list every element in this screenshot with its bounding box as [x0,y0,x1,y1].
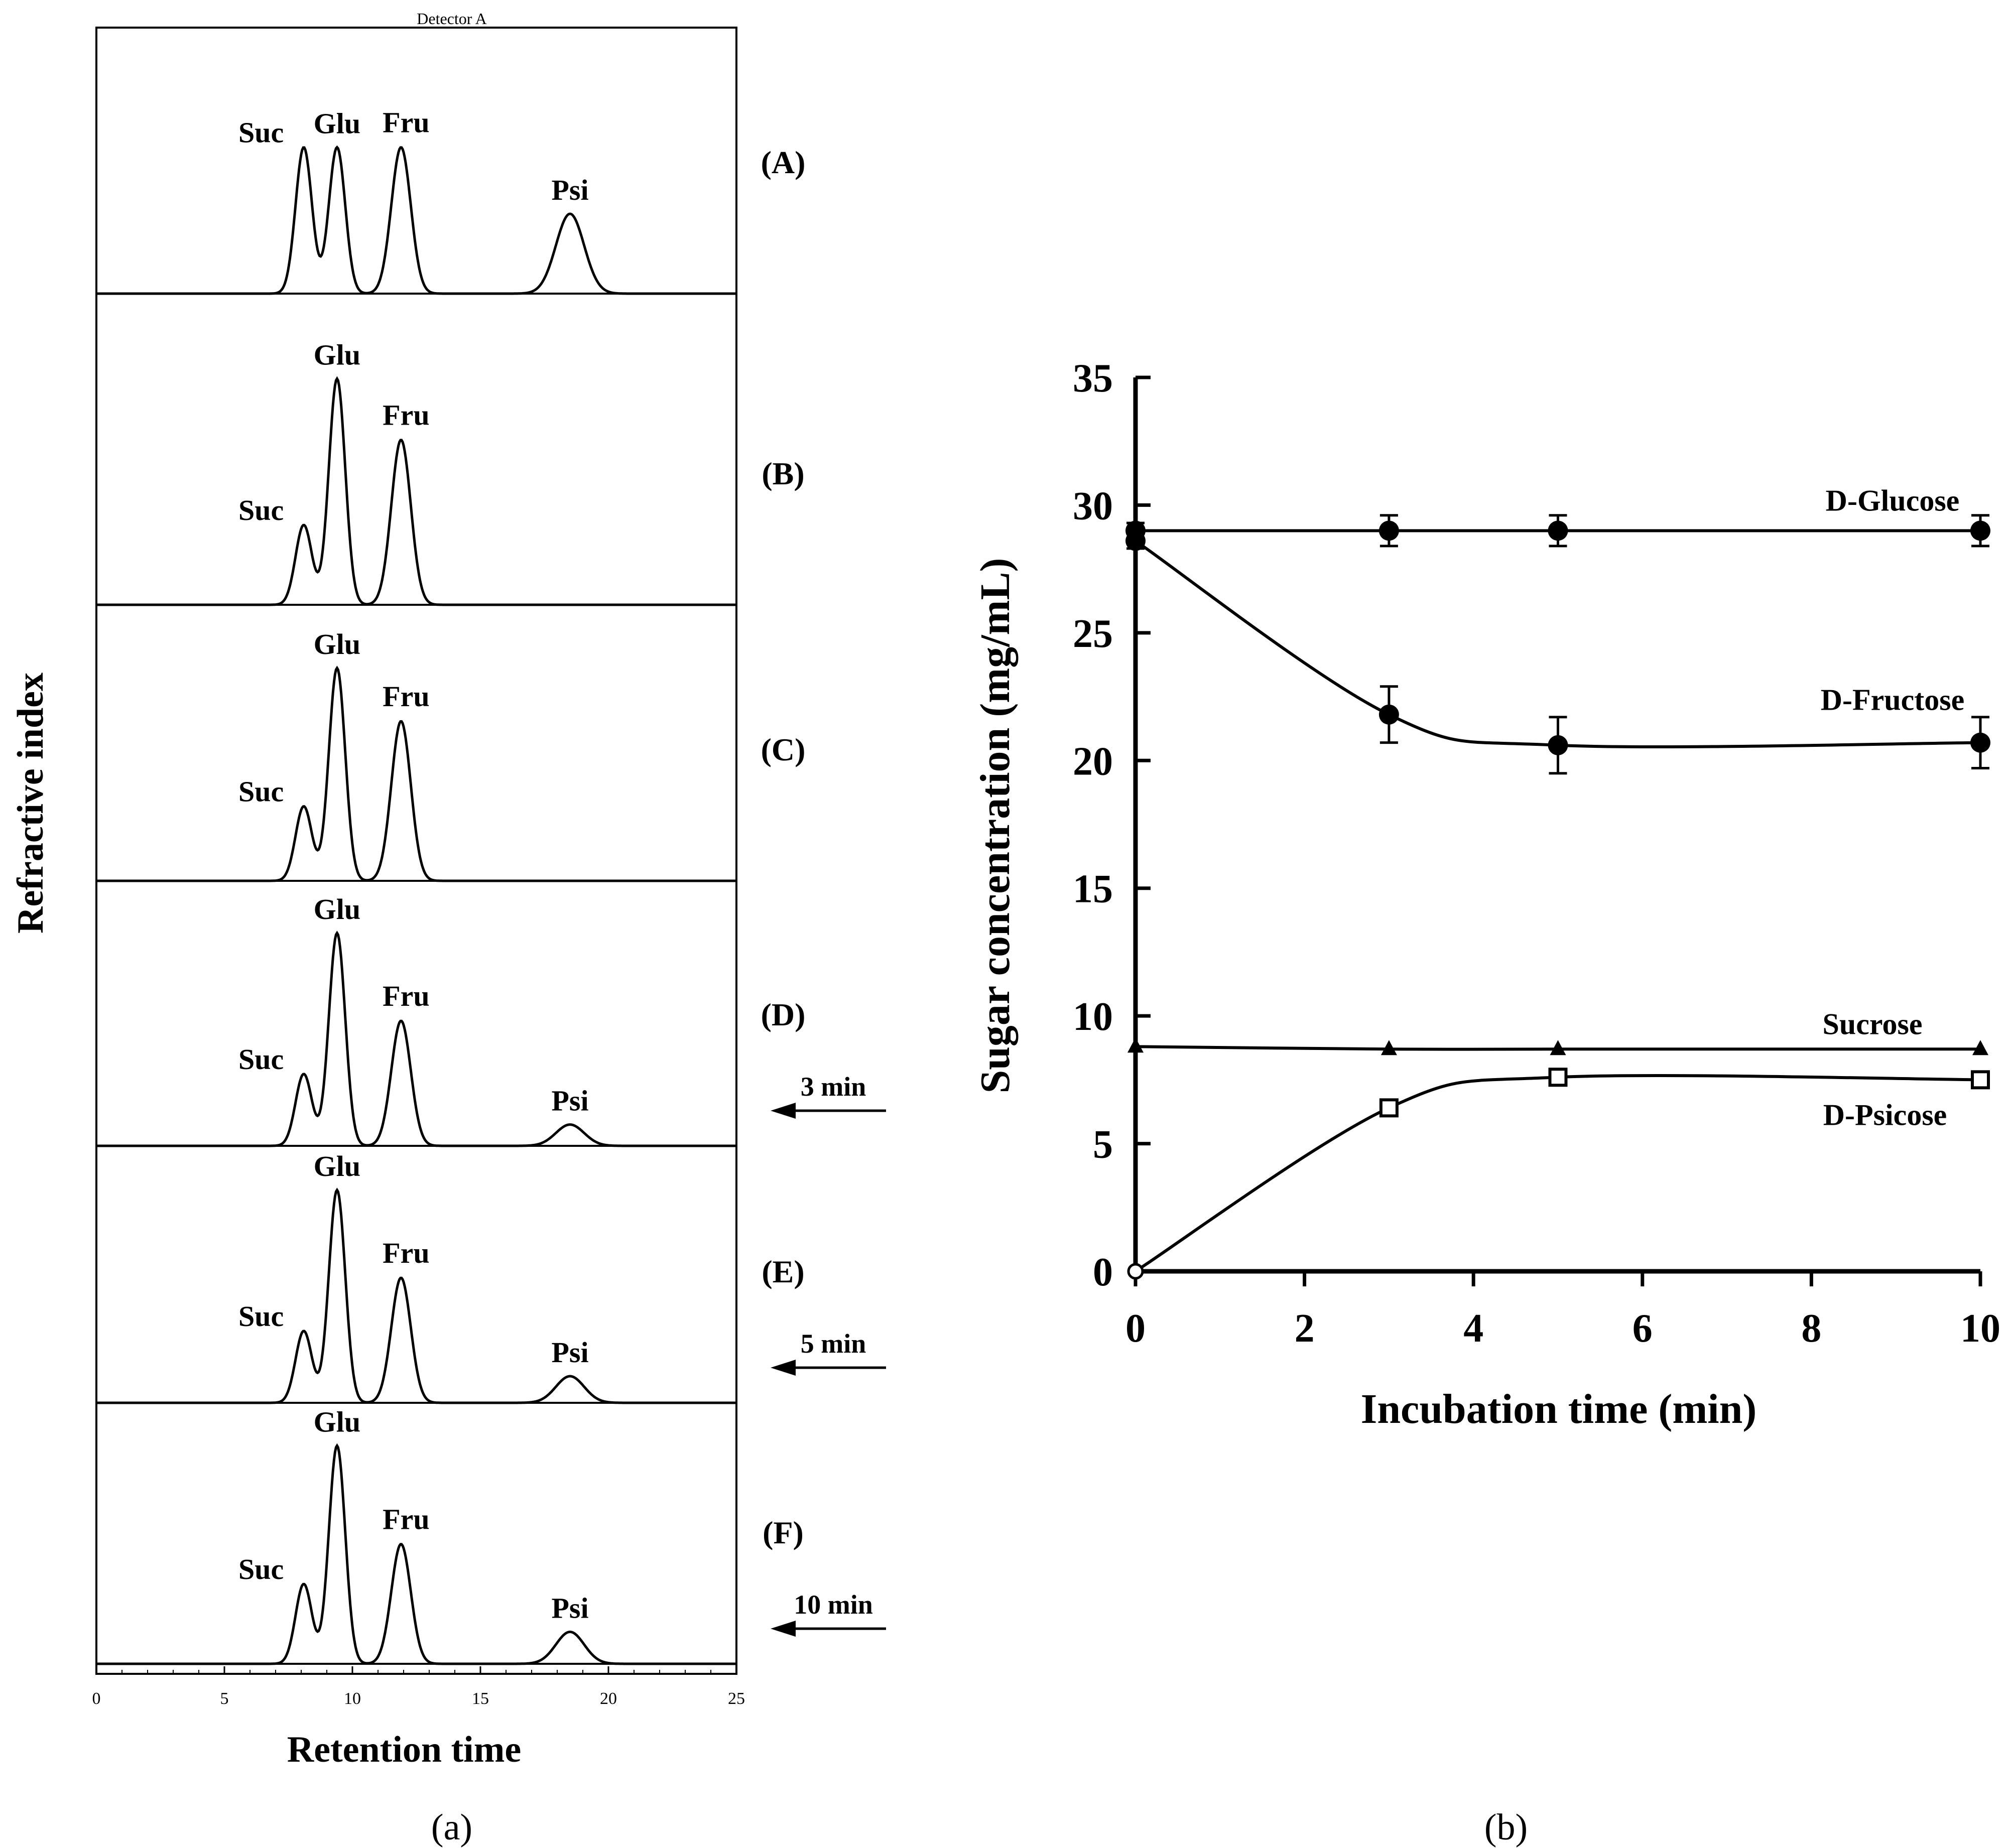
detector-label: Detector A [417,10,487,28]
concentration-panel: 0 5 10 15 20 25 30 35 0 2 4 6 8 10 D-Glucose D-Fructos… [972,356,2000,1848]
data-point [1125,531,1146,551]
chromatogram-trace [96,1187,736,1404]
series-line [1135,540,1981,749]
data-point [1970,732,1990,753]
chromatogram-trace [96,145,736,295]
peak-label: Suc [238,1043,284,1076]
peak-label: Glu [314,893,361,926]
peak-label: Psi [551,1592,588,1624]
y-axis-title-refractive: Refractive index [10,673,51,934]
data-point [1379,1098,1399,1118]
peak-label: Fru [383,1503,429,1536]
trace-label: (C) [761,732,806,767]
x-axis-title-incubation: Incubation time (min) [1361,1386,1757,1432]
time-arrow-head-icon [771,1360,796,1376]
peak-label: Suc [238,494,284,526]
chromatogram-panel: Detector A Suc Glu FruPsi(A)SucGluFru(B)Su… [10,10,886,1848]
time-annotation: 3 min [801,1072,866,1102]
x-tick-label: 6 [1632,1306,1653,1351]
data-point [1971,1070,1990,1090]
series-label: D-Psicose [1823,1098,1947,1131]
data-point [1550,1040,1566,1055]
peak-label: Suc [238,775,284,808]
trace-label: (A) [761,145,806,180]
x-tick-label: 0 [92,1689,101,1708]
time-annotation: 5 min [801,1329,866,1359]
y-tick-label: 20 [1073,739,1113,783]
data-point [1548,735,1568,755]
concentration-series: D-Glucose D-Fructose Sucrose D-Psicose [1125,484,1990,1280]
chromatogram-trace [96,931,736,1147]
x-tick-label: 0 [1125,1306,1146,1351]
data-point [1548,520,1568,541]
x-tick-label: 10 [1960,1306,2000,1351]
x-tick-label: 10 [344,1689,361,1708]
x-tick-label: 2 [1295,1306,1315,1351]
series-line [1135,1045,1980,1051]
time-annotation: 10 min [794,1590,873,1620]
y-tick-label: 0 [1093,1250,1113,1294]
y-tick-label: 5 [1093,1123,1113,1167]
panel-a-label: (a) [431,1807,472,1848]
chromatogram-trace [96,1443,736,1665]
series-label: D-Glucose [1826,484,1960,517]
x-tick-label: 4 [1463,1306,1483,1351]
y-tick-label: 35 [1073,356,1113,401]
peak-label: Suc [238,116,284,149]
time-arrow-head-icon [771,1103,796,1119]
trace-label: (D) [761,997,806,1032]
peak-label: Psi [551,1336,588,1369]
peak-label: Glu [314,107,361,140]
data-point [1548,1068,1568,1087]
x-tick-label: 20 [600,1689,617,1708]
series-label: D-Fructose [1821,684,1965,717]
y-tick-label: 30 [1073,484,1113,528]
trace-label: (E) [762,1254,804,1289]
retention-time-axis: 0 5 10 15 20 25 [92,1666,745,1708]
panel-b-label: (b) [1484,1807,1528,1848]
peak-label: Suc [238,1553,284,1586]
peak-label: Psi [551,174,588,206]
series-line [1135,1074,1981,1273]
data-point [1127,1263,1144,1280]
peak-label: Glu [314,1405,361,1438]
peak-label: Glu [314,1150,361,1182]
peak-label: Suc [238,1300,284,1333]
data-point [1378,704,1399,725]
peak-label: Fru [383,980,429,1012]
time-arrow-head-icon [771,1621,796,1637]
trace-label: (B) [762,456,804,491]
peak-label: Psi [551,1085,588,1117]
chromatogram-traces: Suc Glu Fru Psi (A) Suc Glu Fru (B) Suc Glu Fru (C) S… [96,106,886,1665]
data-point [1127,1037,1144,1053]
peak-label: Fru [383,1237,429,1269]
data-point [1378,520,1399,541]
y-tick-label: 10 [1073,995,1113,1039]
x-axis-title-retention: Retention time [287,1729,521,1770]
peak-label: Glu [314,628,361,661]
peak-label: Glu [314,339,361,371]
concentration-axes: 0 5 10 15 20 25 30 35 0 2 4 6 8 10 [1073,356,2000,1351]
y-tick-label: 25 [1073,612,1113,656]
series-label: Sucrose [1823,1007,1923,1040]
x-tick-label: 15 [472,1689,489,1708]
data-point [1972,1040,1988,1055]
x-tick-label: 5 [220,1689,229,1708]
peak-label: Fru [383,680,429,713]
y-axis-title-concentration: Sugar concentration (mg/mL) [972,558,1019,1093]
trace-label: (F) [763,1515,804,1550]
y-tick-label: 15 [1073,867,1113,911]
data-point [1970,520,1990,541]
x-tick-label: 25 [728,1689,745,1708]
peak-label: Fru [383,399,429,431]
data-point [1380,1040,1397,1055]
x-tick-label: 8 [1801,1306,1821,1351]
chromatogram-frame [95,27,737,1675]
peak-label: Fru [383,106,429,139]
